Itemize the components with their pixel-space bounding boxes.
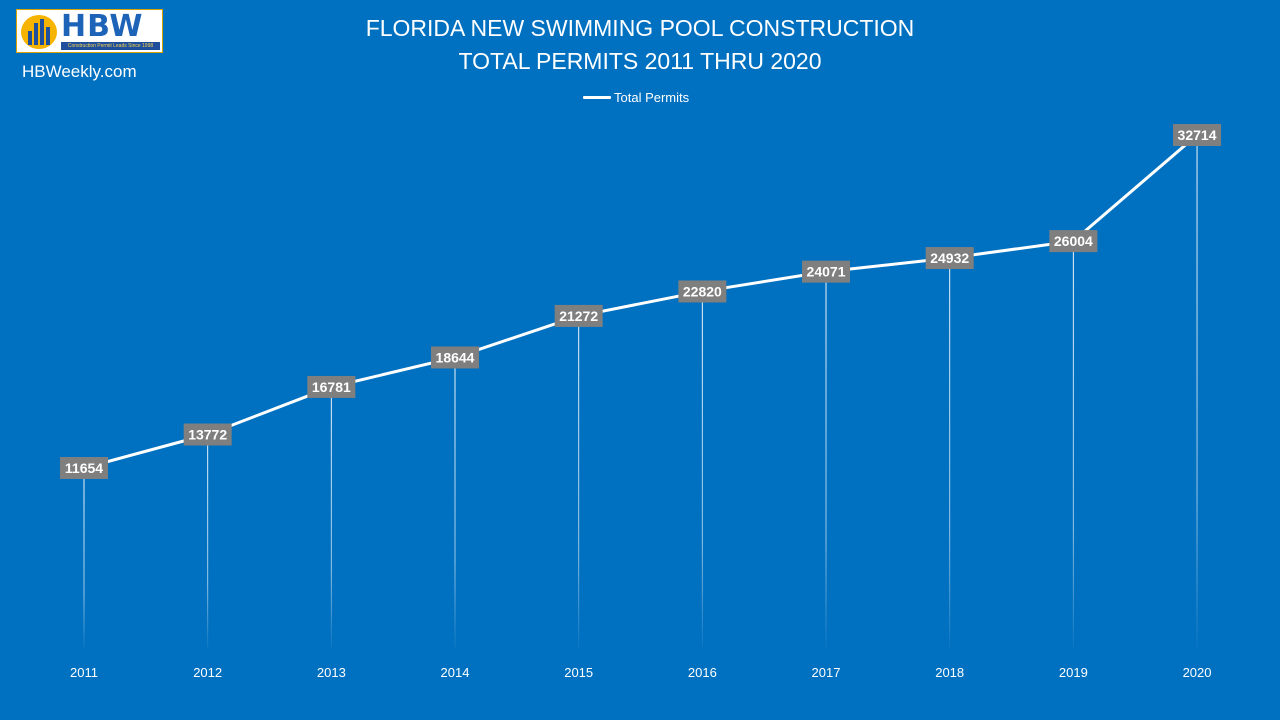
x-tick-label-2014: 2014: [441, 665, 470, 680]
data-label-box-2018: [925, 247, 974, 270]
data-label-2019: 26004: [1054, 233, 1093, 249]
drop-line-2018: [949, 258, 951, 648]
drop-line-2019: [1072, 241, 1074, 648]
chart-title-line-2: TOTAL PERMITS 2011 THRU 2020: [458, 48, 822, 74]
data-label-2017: 24071: [807, 264, 846, 280]
data-label-box-2015: [554, 304, 603, 327]
drop-line-2012: [207, 434, 209, 648]
data-label-box-2014: [431, 346, 480, 369]
legend-label: Total Permits: [614, 90, 690, 105]
x-tick-label-2017: 2017: [812, 665, 841, 680]
x-tick-label-2013: 2013: [317, 665, 346, 680]
chart-title: FLORIDA NEW SWIMMING POOL CONSTRUCTION T…: [240, 12, 1040, 78]
x-tick-label-2020: 2020: [1183, 665, 1212, 680]
data-label-box-2020: [1173, 124, 1222, 146]
x-tick-label-2012: 2012: [193, 665, 222, 680]
building-logo-icon: [21, 15, 57, 49]
x-tick-label-2011: 2011: [70, 665, 98, 680]
data-label-2013: 16781: [312, 379, 351, 395]
data-label-2020: 32714: [1178, 127, 1217, 143]
drop-line-2013: [330, 386, 332, 648]
series-line-total-permits: [82, 133, 1199, 470]
chart-legend: Total Permits: [583, 90, 689, 105]
data-label-2011: 11654: [65, 460, 103, 476]
data-label-2012: 13772: [188, 427, 227, 443]
data-label-box-2017: [802, 260, 851, 283]
data-label-2015: 21272: [559, 308, 598, 324]
x-tick-label-2015: 2015: [564, 665, 593, 680]
x-tick-label-2019: 2019: [1059, 665, 1088, 680]
drop-line-2014: [454, 357, 456, 648]
data-label-box-2013: [307, 375, 356, 398]
drop-line-2011: [83, 468, 85, 648]
x-tick-label-2016: 2016: [688, 665, 717, 680]
drop-line-2015: [578, 315, 580, 648]
data-label-2014: 18644: [436, 349, 475, 365]
hbw-logo: HBW Construction Permit Leads Since 1998: [16, 9, 163, 53]
data-label-box-2016: [678, 280, 727, 303]
logo-wordmark: HBW: [61, 9, 144, 44]
drop-line-2016: [701, 291, 703, 648]
data-label-box-2012: [183, 423, 232, 446]
legend-line-swatch: [583, 96, 611, 99]
data-label-2018: 24932: [930, 250, 969, 266]
site-name: HBWeekly.com: [22, 62, 137, 81]
data-label-box-2019: [1049, 230, 1098, 253]
data-label-2016: 22820: [683, 283, 722, 299]
drop-line-2020: [1196, 135, 1198, 648]
logo-tagline: Construction Permit Leads Since 1998: [61, 42, 160, 50]
data-label-box-2011: [60, 457, 108, 479]
x-tick-label-2018: 2018: [935, 665, 964, 680]
chart-title-line-1: FLORIDA NEW SWIMMING POOL CONSTRUCTION: [365, 15, 915, 41]
drop-line-2017: [825, 271, 827, 648]
